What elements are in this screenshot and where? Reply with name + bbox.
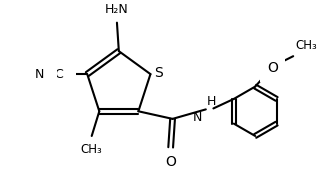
Text: O: O bbox=[267, 61, 278, 75]
Text: O: O bbox=[165, 155, 176, 169]
Text: C: C bbox=[54, 68, 63, 81]
Text: H: H bbox=[207, 95, 216, 108]
Text: S: S bbox=[154, 66, 163, 80]
Text: N: N bbox=[35, 68, 44, 81]
Text: CH₃: CH₃ bbox=[295, 39, 317, 52]
Text: CH₃: CH₃ bbox=[81, 143, 103, 156]
Text: H₂N: H₂N bbox=[105, 3, 129, 16]
Text: N: N bbox=[193, 111, 202, 124]
